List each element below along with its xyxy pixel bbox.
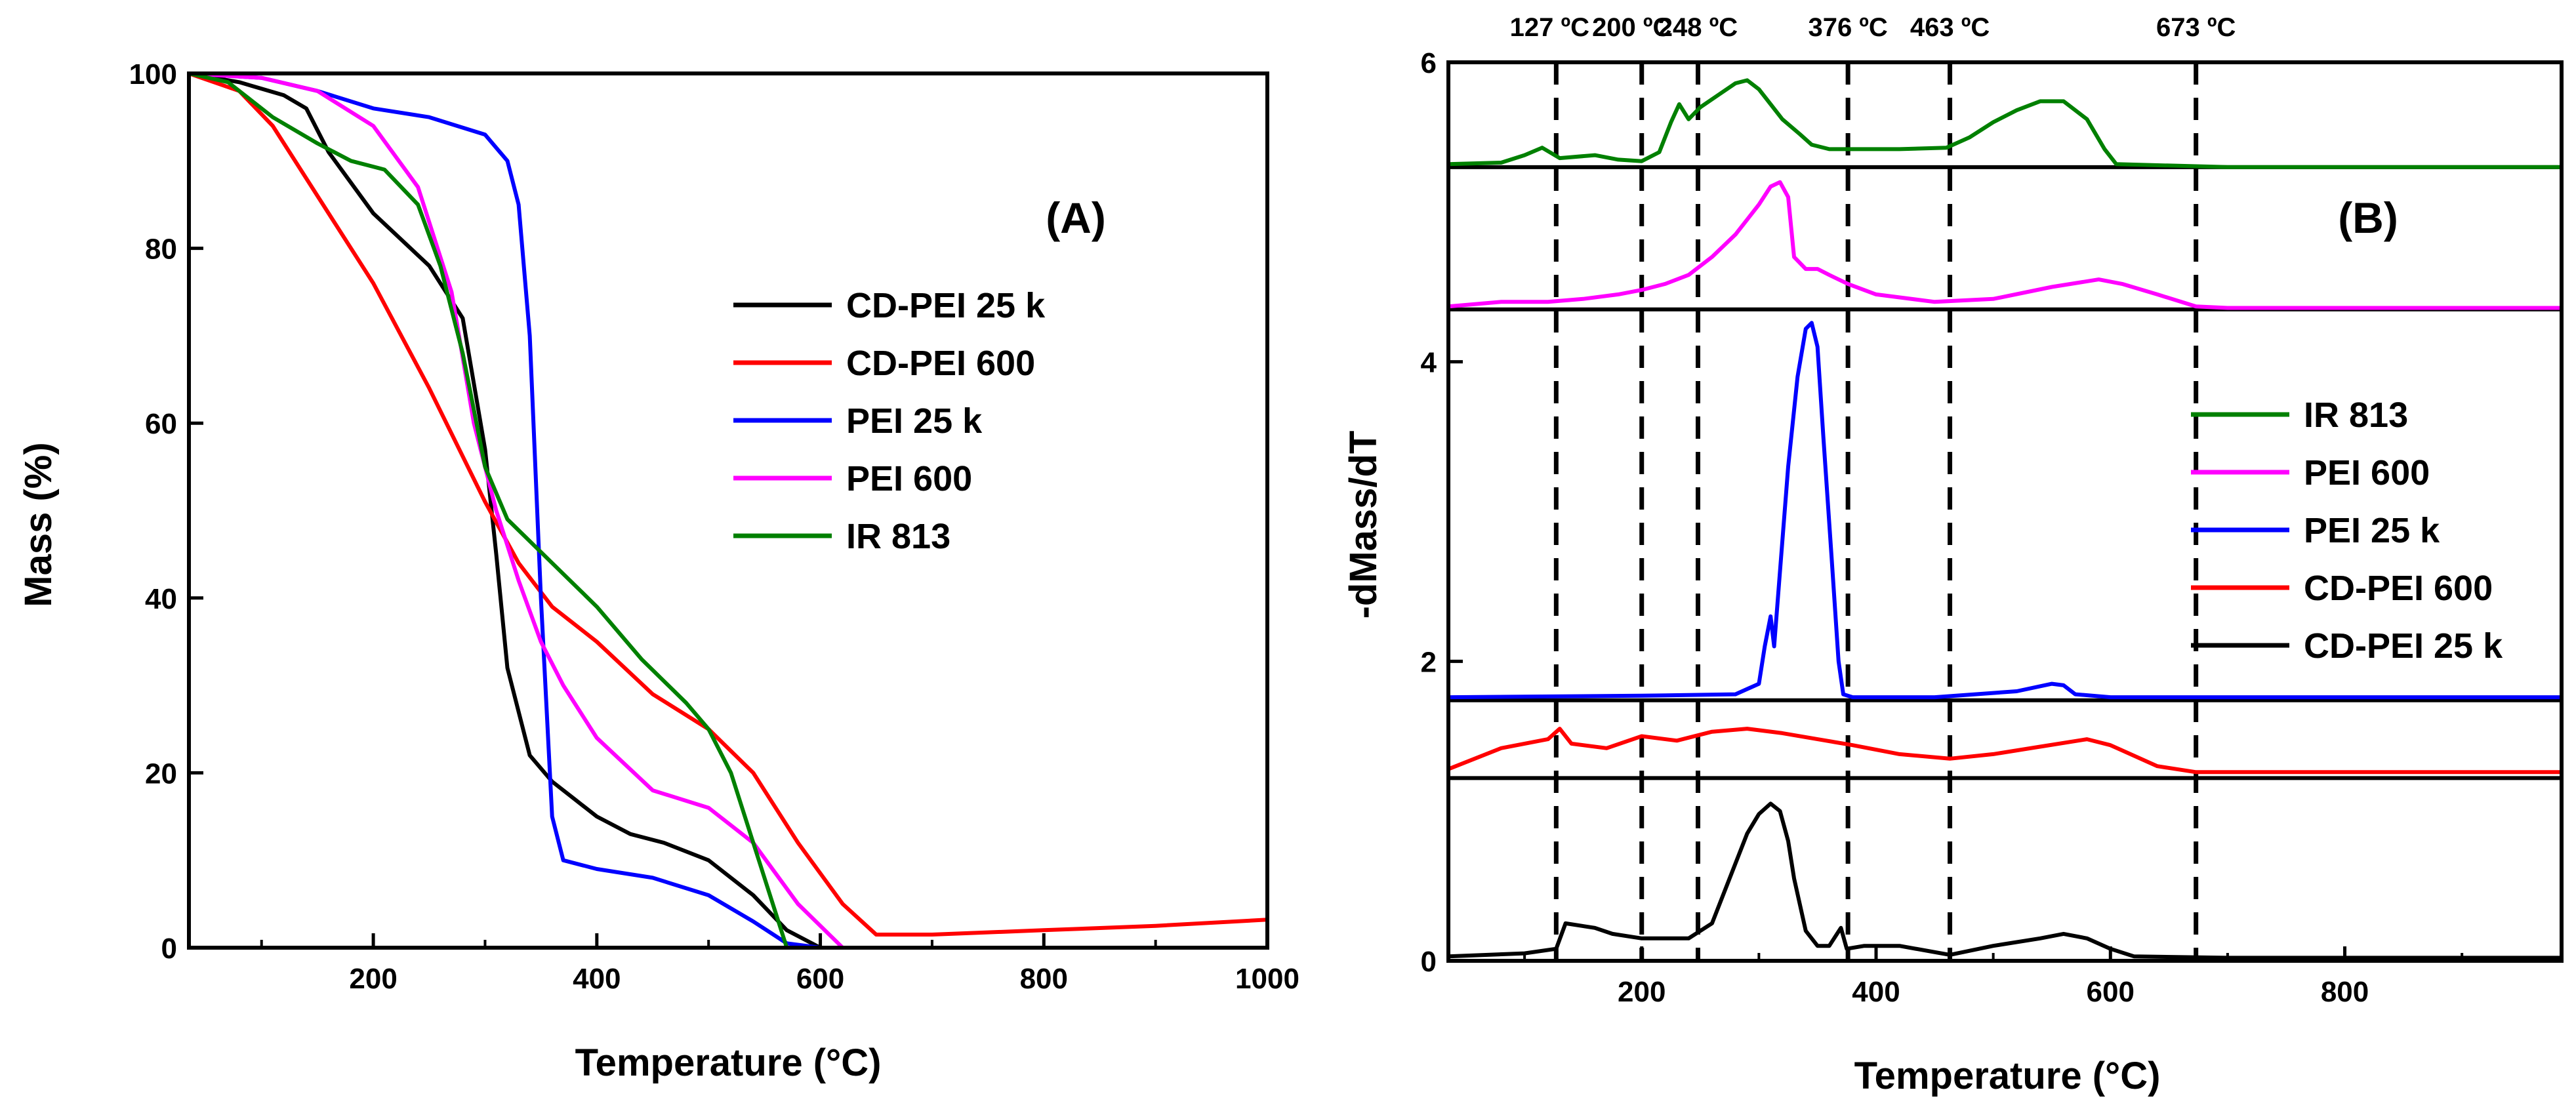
- panel-a-x-tick-label-400: 400: [573, 963, 621, 995]
- panel-b-legend-label-pei-25-k: PEI 25 k: [2304, 511, 2440, 550]
- panel-b-label: (B): [2338, 193, 2398, 242]
- panel-b-x-tick-label-600: 600: [2087, 976, 2135, 1008]
- panel-b-legend: IR 813 PEI 600 PEI 25 k CD-PEI 600 CD-PEI 25…: [2191, 395, 2503, 666]
- panel-b-x-tick-label-200: 200: [1618, 976, 1666, 1008]
- panel-a-series-ir-813: [188, 71, 789, 948]
- panel-a-legend-label-cd-pei-600: CD-PEI 600: [846, 344, 1035, 383]
- panel-b-y-axis-title: -dMass/dT: [1342, 431, 1385, 619]
- panel-b-series-pei-25-k: [1448, 321, 2562, 700]
- panel-a-series-cd-pei-25-k: [188, 71, 821, 950]
- panel-b-temp-label-673: 673 ºC: [2156, 13, 2236, 42]
- panel-a-legend-label-ir-813: IR 813: [846, 517, 951, 556]
- panel-a-legend-label-cd-pei-25-k: CD-PEI 25 k: [846, 286, 1046, 325]
- panel-a-y-tick-label-0: 0: [161, 933, 177, 965]
- panel-b-series-pei-600: [1448, 180, 2562, 310]
- panel-b-temp-label-127: 127 ºC: [1510, 13, 1589, 42]
- panel-b-x-tick-label-400: 400: [1852, 976, 1900, 1008]
- panel-a-x-tick-label-1000: 1000: [1235, 963, 1299, 995]
- panel-b-frame: [1446, 60, 2564, 963]
- panel-b-y-tick-label-0: 0: [1421, 946, 1437, 978]
- panel-b-x-tick-label-800: 800: [2321, 976, 2369, 1008]
- panel-b-y-tick-label-4: 4: [1421, 347, 1437, 379]
- panel-a-series-pei-25-k: [188, 71, 821, 950]
- panel-a-x-tick-label-600: 600: [796, 963, 844, 995]
- panel-a-y-tick-label-20: 20: [145, 758, 177, 790]
- panel-b-series-cd-pei-600: [1447, 727, 2562, 775]
- panel-b-temp-label-248: 248 ºC: [1658, 13, 1738, 42]
- panel-a-y-tick-label-80: 80: [145, 233, 177, 266]
- panel-a-x-tick-label-200: 200: [349, 963, 397, 995]
- panel-a-series-pei-600: [188, 71, 844, 950]
- panel-a-y-tick-label-40: 40: [145, 583, 177, 615]
- panel-b-legend-label-ir-813: IR 813: [2304, 395, 2408, 435]
- panel-b-series-ir-813: [1448, 78, 2562, 169]
- panel-b-temp-label-200: 200 ºC: [1592, 13, 1671, 42]
- panel-b-temp-label-463: 463 ºC: [1910, 13, 1990, 42]
- panel-b-series-cd-pei-25-k: [1448, 801, 2562, 960]
- panel-a-frame: [187, 71, 1269, 950]
- panel-a-y-axis-title: Mass (%): [17, 442, 60, 607]
- panel-b-x-axis-title: Temperature (°C): [1854, 1055, 2161, 1097]
- panel-b-legend-label-cd-pei-25-k: CD-PEI 25 k: [2304, 626, 2503, 666]
- panel-a-y-tick-label-60: 60: [145, 408, 177, 440]
- panel-b-y-tick-label-6: 6: [1421, 47, 1437, 79]
- panel-a-y-tick-label-100: 100: [129, 58, 177, 91]
- panel-b-legend-label-pei-600: PEI 600: [2304, 453, 2430, 493]
- panel-a-series-cd-pei-600: [188, 71, 1268, 937]
- panel-b-y-tick-label-2: 2: [1421, 646, 1437, 678]
- panel-a-legend-label-pei-600: PEI 600: [846, 459, 972, 498]
- panel-a-label: (A): [1046, 193, 1106, 242]
- panel-a-legend-label-pei-25-k: PEI 25 k: [846, 401, 983, 441]
- panel-a-legend: CD-PEI 25 k CD-PEI 600 PEI 25 k PEI 600 IR 8…: [733, 286, 1046, 556]
- panel-b-temp-label-376: 376 ºC: [1808, 13, 1887, 42]
- panel-b-legend-label-cd-pei-600: CD-PEI 600: [2304, 569, 2493, 608]
- panel-a-x-axis-title: Temperature (°C): [575, 1041, 882, 1084]
- panel-a-x-tick-label-800: 800: [1020, 963, 1068, 995]
